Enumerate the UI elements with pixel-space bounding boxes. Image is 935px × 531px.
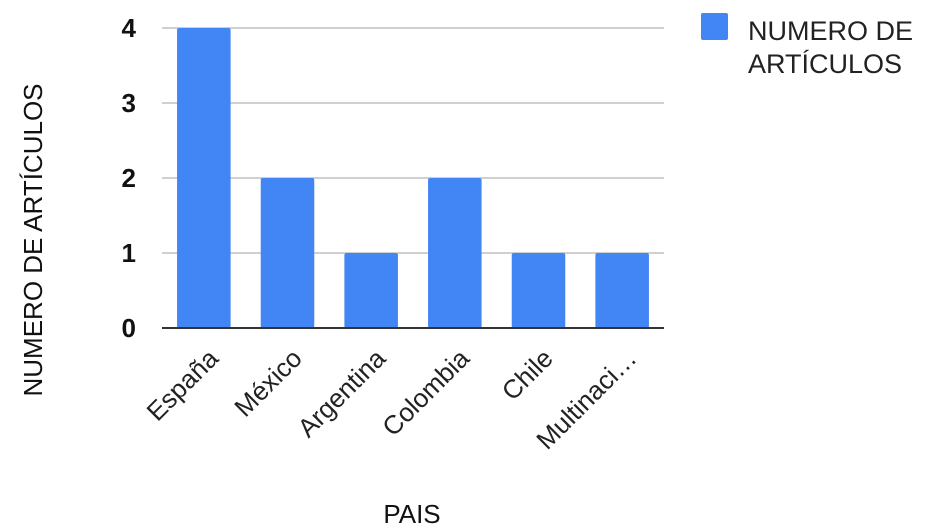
x-category-label: México	[228, 343, 307, 422]
x-category-label: Chile	[496, 343, 559, 406]
legend-label-line-1: NUMERO DE	[748, 16, 913, 46]
x-category-label: España	[141, 343, 225, 427]
y-tick-label: 4	[122, 13, 137, 43]
legend-label-line-2: ARTÍCULOS	[748, 49, 902, 79]
y-tick-label: 2	[122, 163, 136, 193]
y-tick-label: 3	[122, 88, 136, 118]
y-axis-ticks: 0 1 2 3 4	[122, 13, 137, 343]
x-category-label: Colombia	[376, 343, 475, 442]
legend-swatch	[701, 13, 728, 40]
y-tick-label: 1	[122, 238, 136, 268]
x-axis-title: PAIS	[383, 499, 440, 529]
bars	[177, 28, 649, 328]
bar-2	[344, 253, 398, 328]
bar-1	[260, 178, 315, 328]
gridlines	[162, 27, 664, 254]
bar-4	[511, 253, 566, 328]
legend: NUMERO DE ARTÍCULOS	[701, 13, 913, 79]
y-tick-label: 0	[122, 313, 136, 343]
x-category-label: Argentina	[291, 343, 391, 443]
bar-5	[595, 253, 649, 328]
bar-3	[428, 178, 482, 328]
bar-0	[177, 28, 231, 328]
y-axis-title: NUMERO DE ARTÍCULOS	[18, 83, 48, 396]
